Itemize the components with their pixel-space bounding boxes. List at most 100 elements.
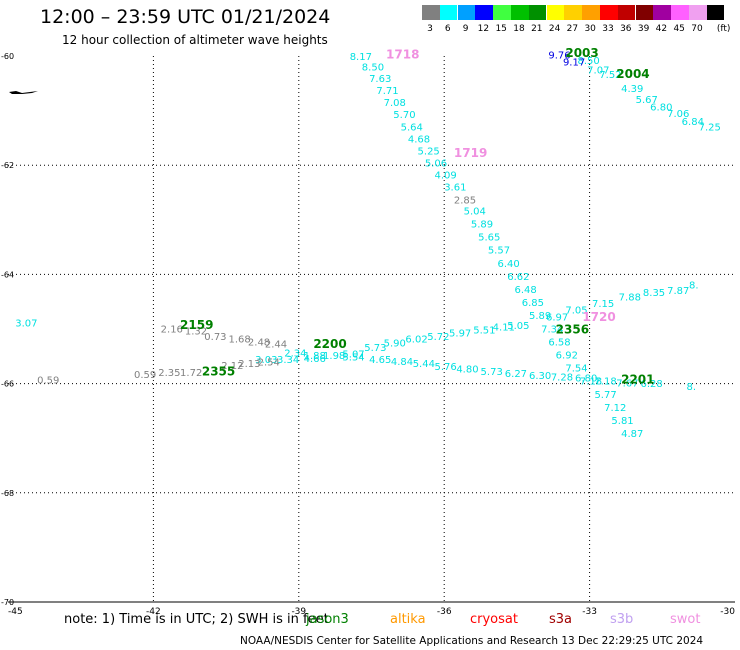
wave-height-label: 0.59 — [37, 376, 59, 387]
wave-height-label: 7.67 — [616, 378, 638, 389]
wave-height-label: 5.67 — [636, 95, 658, 106]
wave-height-label: 1.72 — [180, 368, 202, 379]
wave-height-label: 4.84 — [391, 357, 413, 368]
legend-swatch — [671, 5, 689, 20]
lat-tick-label: -68 — [1, 489, 14, 498]
pass-time-label: 2201 — [621, 373, 654, 387]
pass-time-label: 1719 — [454, 146, 487, 160]
lon-tick-label: -45 — [8, 607, 23, 617]
legend-label: 24 — [548, 24, 561, 34]
legend-label: 70 — [691, 24, 703, 34]
legend-swatch — [439, 5, 458, 20]
wave-height-label: 5.72 — [427, 332, 449, 343]
wave-height-label: 8. — [689, 281, 699, 292]
wave-height-label: 5.07 — [342, 349, 364, 360]
wave-height-label: 7.06 — [667, 109, 689, 120]
legend-swatch — [564, 5, 582, 20]
wave-height-label: 7.87 — [667, 286, 689, 297]
wave-height-label: 4.66 — [304, 354, 326, 365]
wave-height-label: 5.06 — [425, 158, 447, 169]
legend-swatch — [582, 5, 600, 20]
wave-height-label: 7.15 — [592, 299, 614, 310]
legend-label: 39 — [637, 24, 650, 34]
pass-time-label: 2356 — [556, 322, 589, 336]
legend-label: 42 — [655, 24, 668, 34]
wave-height-label: 5.76 — [435, 362, 457, 373]
island-shape — [9, 91, 38, 94]
legend-swatch — [422, 5, 440, 20]
legend-swatch — [617, 5, 636, 20]
note-text: note: 1) Time is in UTC; 2) SWH is in fe… — [64, 612, 329, 627]
legend-swatch — [493, 5, 511, 20]
wave-height-label: 4.39 — [621, 84, 643, 95]
satellite-legend-item: cryosat — [470, 612, 518, 627]
wave-height-label: 2.54 — [258, 358, 280, 369]
footer-credit: NOAA/NESDIS Center for Satellite Applica… — [240, 635, 704, 647]
legend-swatch — [706, 5, 725, 20]
legend-unit: (ft) — [716, 24, 731, 34]
lon-tick-label: -42 — [146, 607, 161, 617]
wave-height-label: 4.68 — [408, 134, 430, 145]
wave-height-label: 1.98 — [323, 351, 345, 362]
wave-height-label: 2.13 — [238, 359, 260, 370]
legend-label: 45 — [673, 24, 685, 34]
legend-label: 33 — [602, 24, 614, 34]
wave-height-label: 5.05 — [507, 321, 529, 332]
wave-height-label: 6.85 — [522, 298, 544, 309]
wave-height-label: 7.54 — [565, 364, 587, 375]
wave-height-label: 4.80 — [456, 365, 478, 376]
wave-height-label: 5.54 — [342, 353, 364, 364]
wave-height-label: 7.07 — [587, 65, 609, 76]
wave-height-label: 7.63 — [369, 74, 391, 85]
wave-height-label: 5.73 — [481, 367, 503, 378]
lon-tick-label: -30 — [720, 607, 735, 617]
lat-tick-label: -66 — [1, 380, 14, 389]
wave-height-label: 3.03 — [255, 355, 277, 366]
satellite-legend-item: altika — [390, 612, 426, 627]
wave-height-label: 5.81 — [611, 416, 633, 427]
legend-swatch — [475, 5, 493, 20]
wave-height-label: 5.57 — [488, 246, 510, 257]
lon-tick-label: -39 — [291, 607, 306, 617]
wave-height-label: 6.27 — [505, 369, 527, 380]
wave-height-label: 4.87 — [621, 429, 643, 440]
wave-height-label: 5.90 — [384, 338, 406, 349]
lat-tick-label: -62 — [1, 161, 14, 170]
legend-swatch — [600, 5, 618, 20]
wave-height-label: 2.16 — [161, 324, 183, 335]
wave-height-label: 2.35 — [158, 368, 180, 379]
wave-height-label: 6.30 — [529, 371, 551, 382]
wave-height-label: 7.52 — [599, 70, 621, 81]
wave-height-label: 6.02 — [405, 335, 427, 346]
wave-height-label: 7.12 — [604, 403, 626, 414]
wave-height-label: 6.48 — [514, 285, 536, 296]
wave-height-label: 8.50 — [577, 56, 599, 67]
page-subtitle: 12 hour collection of altimeter wave hei… — [62, 33, 328, 47]
wave-height-label: 5.77 — [594, 390, 616, 401]
legend-label: 9 — [462, 24, 469, 34]
wave-height-label: 6.62 — [507, 272, 529, 283]
legend-label: 21 — [531, 24, 543, 34]
wave-height-label: 5.89 — [529, 311, 551, 322]
legend-swatch — [635, 5, 654, 20]
wave-height-label: 7.25 — [699, 122, 721, 133]
lon-tick-label: -36 — [437, 607, 452, 617]
wave-height-label: 7.28 — [551, 372, 573, 383]
legend-swatch — [546, 5, 565, 20]
wave-height-label: 8.17 — [350, 52, 372, 63]
wave-height-label: 0.59 — [134, 370, 156, 381]
legend-label: 3 — [427, 24, 433, 34]
wave-height-label: 5.70 — [393, 110, 415, 121]
wave-height-label: 6.58 — [548, 337, 570, 348]
wave-height-label: 7.18 — [580, 377, 602, 388]
wave-height-label: 6.80 — [575, 373, 597, 384]
wave-height-label: 2.48 — [248, 337, 270, 348]
wave-height-label: 7.18 — [594, 377, 616, 388]
pass-time-label: 2159 — [180, 318, 213, 332]
pass-time-label: 2003 — [565, 46, 598, 60]
wave-height-label: 1.88 — [304, 351, 326, 362]
wave-height-label: 2.12 — [221, 361, 243, 372]
wave-height-label: 4.11 — [493, 323, 515, 334]
pass-time-label: 1718 — [386, 48, 419, 62]
